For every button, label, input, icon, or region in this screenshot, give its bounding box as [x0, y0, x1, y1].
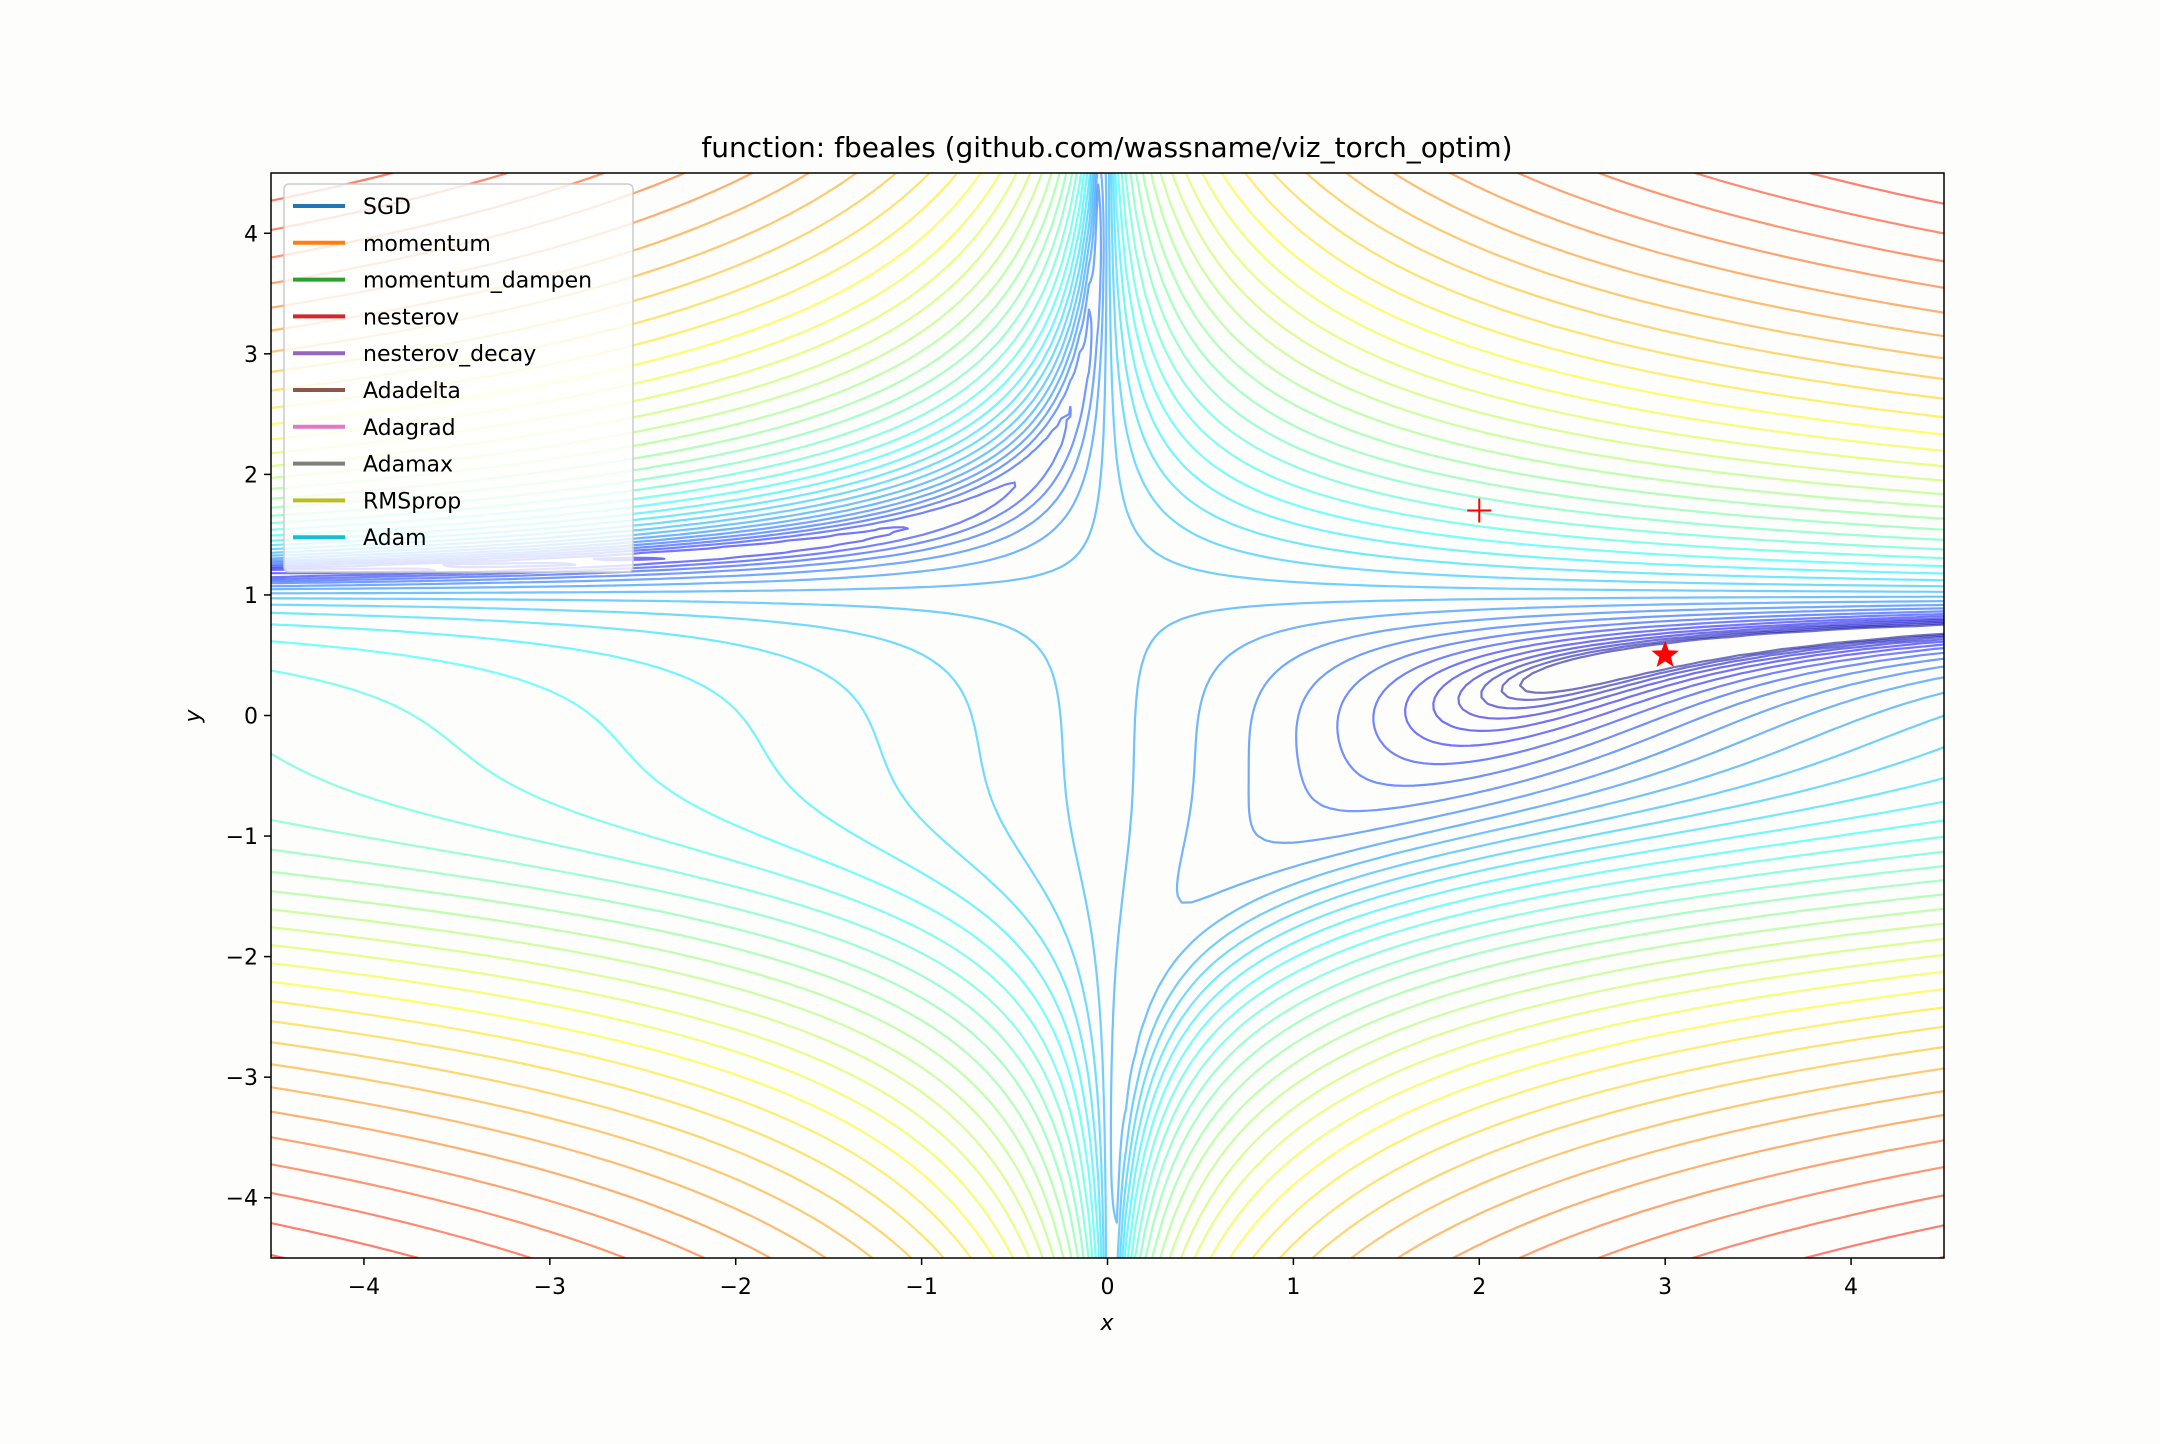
x-tick-label: 2	[1472, 1275, 1486, 1300]
contour-level	[271, 173, 1944, 1258]
y-tick-label: 4	[244, 222, 258, 247]
x-tick-label: 4	[1844, 1275, 1858, 1300]
legend-label: nesterov_decay	[363, 342, 536, 367]
minimum-star-marker	[1651, 640, 1679, 667]
contour-level	[271, 173, 1944, 1258]
legend-label: RMSprop	[363, 489, 461, 514]
x-tick-label: −2	[720, 1275, 752, 1300]
y-tick-label: 0	[244, 705, 258, 730]
x-tick-label: 0	[1101, 1275, 1115, 1300]
chart-title: function: fbeales (github.com/wassname/v…	[701, 131, 1512, 164]
legend: SGD momentum momentum_dampen nesterov nester…	[283, 183, 634, 573]
y-axis-label: y	[181, 709, 206, 724]
markers-layer	[1467, 498, 1679, 667]
legend-label: Adam	[363, 526, 427, 551]
y-tick-label: −4	[226, 1187, 258, 1212]
legend-box	[283, 183, 634, 573]
legend-label: momentum_dampen	[363, 269, 592, 294]
contour-level	[271, 173, 1944, 1258]
x-axis: −4 −3 −2 −1 0 1 2 3 4	[348, 1258, 1858, 1300]
y-tick-label: −2	[226, 946, 258, 971]
legend-label: Adadelta	[363, 379, 461, 404]
contour-level	[1480, 620, 1944, 710]
y-tick-label: −1	[226, 825, 258, 850]
y-tick-label: 3	[244, 343, 258, 368]
legend-label: nesterov	[363, 305, 459, 330]
x-tick-label: −4	[348, 1275, 380, 1300]
contour-level	[271, 173, 1944, 1258]
x-tick-label: −1	[905, 1275, 937, 1300]
start-plus-marker	[1467, 498, 1492, 523]
x-axis-label: x	[1099, 1311, 1114, 1336]
contour-level	[271, 173, 1944, 1258]
legend-label: Adamax	[363, 453, 453, 478]
x-tick-label: 1	[1286, 1275, 1300, 1300]
x-tick-label: −3	[534, 1275, 566, 1300]
legend-label: momentum	[363, 232, 491, 257]
y-tick-label: −3	[226, 1066, 258, 1091]
legend-label: SGD	[363, 195, 411, 220]
contour-level	[271, 173, 1944, 1258]
y-tick-label: 2	[244, 463, 258, 488]
y-tick-label: 1	[244, 584, 258, 609]
contour-level	[1457, 619, 1944, 720]
contour-lines	[271, 173, 1944, 1258]
contour-level	[271, 173, 1944, 1224]
contour-level	[1500, 622, 1944, 701]
contour-level	[271, 173, 1944, 1258]
contour-level	[1518, 623, 1944, 694]
y-axis: −4 −3 −2 −1 0 1 2 3 4	[226, 222, 271, 1212]
legend-label: Adagrad	[363, 416, 456, 441]
contour-level	[271, 173, 1944, 1258]
x-tick-label: 3	[1658, 1275, 1672, 1300]
